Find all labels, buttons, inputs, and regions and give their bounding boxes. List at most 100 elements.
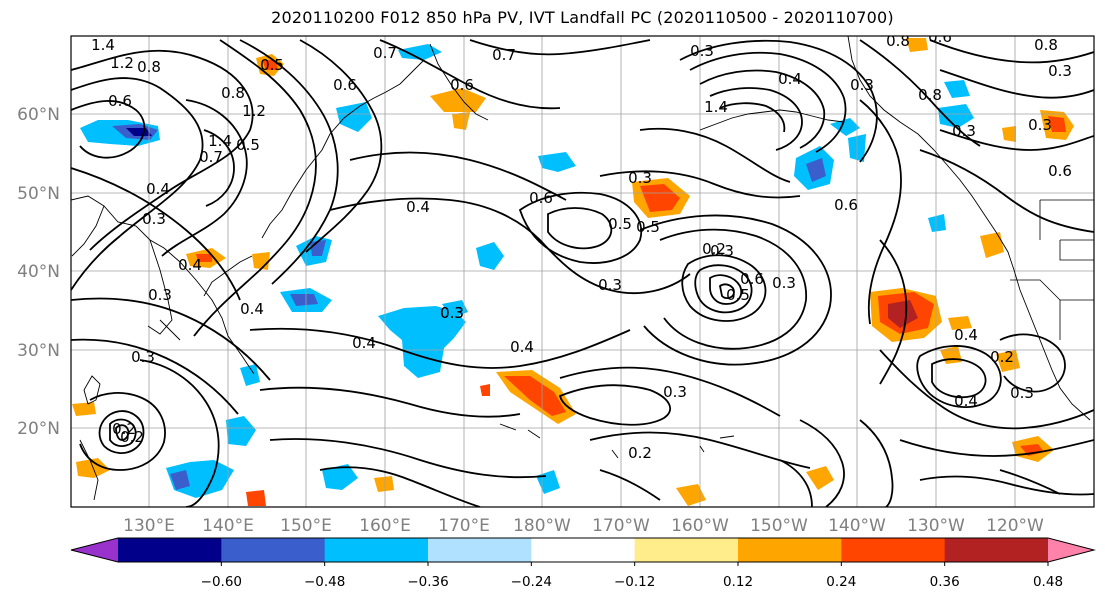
contour-label: 0.6 bbox=[450, 76, 474, 94]
contour-label: 0.4 bbox=[146, 180, 170, 198]
colorbar-tick-label: −0.48 bbox=[304, 574, 345, 590]
colorbar-bin bbox=[531, 538, 636, 562]
colorbar-tick-label: −0.60 bbox=[201, 574, 242, 590]
colorbar-bin bbox=[634, 538, 739, 562]
coastline-islands bbox=[159, 319, 735, 459]
pv-negative-patch bbox=[476, 242, 504, 270]
coastline-aleutians bbox=[699, 109, 845, 131]
pv-contours bbox=[71, 39, 1094, 507]
pv-positive-core bbox=[1048, 116, 1066, 132]
contour-label: 0.6 bbox=[834, 196, 858, 214]
pv-contour bbox=[916, 345, 1002, 408]
pv-negative-patch bbox=[166, 460, 234, 498]
contour-label: 1.4 bbox=[208, 132, 232, 150]
contour-label: 0.3 bbox=[598, 276, 622, 294]
pv-positive-patch bbox=[980, 232, 1004, 258]
colorbar-bin bbox=[221, 538, 326, 562]
contour-label: 0.2 bbox=[990, 348, 1014, 366]
pv-contour bbox=[259, 386, 521, 418]
colorbar-outline bbox=[70, 537, 1096, 563]
pv-contour bbox=[329, 197, 691, 294]
contour-label: 0.5 bbox=[260, 56, 284, 74]
longitude-label: 170°E bbox=[438, 516, 490, 536]
colorbar-bin bbox=[944, 538, 1049, 562]
colorbar-tick-label: 0.24 bbox=[826, 574, 856, 590]
contour-label: 0.8 bbox=[886, 32, 910, 50]
pv-contour bbox=[559, 366, 781, 417]
pv-contour bbox=[269, 438, 547, 479]
pv-negative-patch bbox=[378, 306, 466, 378]
contour-label: 0.4 bbox=[240, 300, 264, 318]
pv-contour bbox=[694, 264, 753, 314]
pv-contour bbox=[879, 349, 1094, 430]
contour-label: 0.3 bbox=[952, 122, 976, 140]
pv-contour bbox=[859, 99, 902, 325]
contour-label: 0.3 bbox=[148, 286, 172, 304]
pv-positive-patch bbox=[374, 476, 394, 492]
longitude-label: 180°W bbox=[513, 516, 571, 536]
longitude-label: 140°E bbox=[202, 516, 254, 536]
longitude-label: 130°W bbox=[907, 516, 965, 536]
colorbar-tick-label: 0.48 bbox=[1033, 574, 1063, 590]
coastline-kamchatka bbox=[429, 43, 489, 121]
pv-contour bbox=[699, 69, 826, 149]
pv-positive-patch bbox=[906, 38, 928, 52]
contour-label: 0.5 bbox=[608, 215, 632, 233]
contour-label: 0.3 bbox=[772, 274, 796, 292]
contour-label: 0.2 bbox=[628, 444, 652, 462]
contour-label: 0.6 bbox=[740, 270, 764, 288]
longitude-label: 160°E bbox=[359, 516, 411, 536]
latitude-labels: 60°N 50°N 40°N 30°N 20°N bbox=[17, 105, 60, 439]
contour-label: 0.3 bbox=[1048, 62, 1072, 80]
pv-positive-patch bbox=[430, 88, 486, 112]
longitude-label: 130°E bbox=[123, 516, 175, 536]
pv-contour bbox=[71, 338, 239, 415]
pv-contour bbox=[859, 39, 981, 147]
coastlines bbox=[71, 36, 1091, 501]
pv-positive-patch bbox=[806, 466, 834, 490]
contour-label: 0.6 bbox=[529, 189, 553, 207]
contour-label: 0.7 bbox=[492, 46, 516, 64]
map-title: 2020110200 F012 850 hPa PV, IVT Landfall… bbox=[271, 8, 894, 27]
pv-contour bbox=[71, 49, 254, 251]
pv-contour bbox=[718, 283, 735, 299]
longitude-label: 160°W bbox=[671, 516, 729, 536]
pv-contour bbox=[639, 214, 832, 366]
pv-contour bbox=[98, 410, 145, 454]
contour-label: 0.4 bbox=[954, 392, 978, 410]
pv-contour bbox=[639, 127, 791, 183]
pv-contour-labels: 1.41.2 0.80.60.50.7 0.70.60.8 0.60.51.41.20… bbox=[91, 32, 1072, 462]
pv-contour bbox=[709, 87, 803, 151]
pv-positive-patch bbox=[452, 112, 470, 130]
contour-label: 0.4 bbox=[178, 256, 202, 274]
longitude-label: 150°W bbox=[750, 516, 808, 536]
pv-contour bbox=[999, 333, 1066, 393]
pv-negative-core bbox=[290, 294, 318, 306]
pv-negative-patch bbox=[398, 44, 442, 60]
pv-negative-patch bbox=[240, 364, 260, 386]
contour-label: 0.2 bbox=[120, 428, 144, 446]
contour-label: 0.3 bbox=[710, 242, 734, 260]
colorbar-bin bbox=[841, 538, 946, 562]
pv-contour bbox=[349, 151, 567, 201]
pv-positive-patch bbox=[676, 484, 706, 506]
pv-contour bbox=[689, 51, 847, 153]
pv-negative-patch bbox=[830, 118, 860, 136]
pv-contour bbox=[469, 39, 651, 56]
pv-contour bbox=[249, 327, 631, 369]
pv-contour bbox=[239, 39, 339, 285]
contour-label: 0.8 bbox=[918, 86, 942, 104]
pv-contour bbox=[929, 39, 1094, 64]
colorbar-bin bbox=[324, 538, 429, 562]
colorbar-tick-label: −0.12 bbox=[614, 574, 655, 590]
pv-contour bbox=[203, 129, 235, 207]
pv-negative-patch bbox=[944, 80, 970, 98]
pv-contour bbox=[679, 39, 878, 163]
pv-negative-patch bbox=[322, 464, 358, 490]
contour-label: 0.3 bbox=[131, 348, 155, 366]
colorbar: −0.60 −0.48 −0.36 −0.24 −0.12 0.12 0.24 0.36 0.4… bbox=[70, 537, 1096, 590]
pv-negative-core bbox=[806, 158, 826, 182]
contour-label: 0.8 bbox=[1034, 36, 1058, 54]
colorbar-tick-label: 0.12 bbox=[723, 574, 753, 590]
